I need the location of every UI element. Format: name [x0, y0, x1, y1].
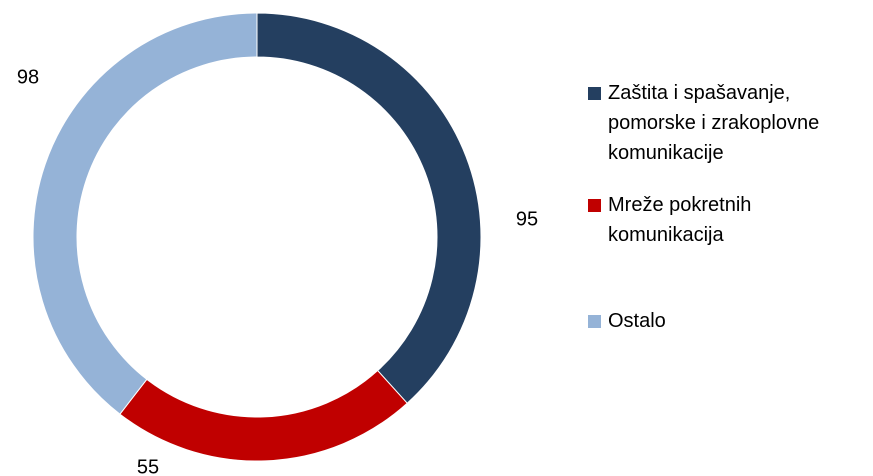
- donut-segment: [256, 12, 482, 404]
- legend-swatch: [588, 199, 601, 212]
- data-label: 95: [516, 208, 538, 230]
- legend-entry: Zaštita i spašavanje, pomorske i zrakopl…: [588, 78, 868, 168]
- legend-label: Ostalo: [608, 310, 666, 332]
- legend-swatch: [588, 87, 601, 100]
- legend-entry: Mreže pokretnih komunikacija: [588, 190, 868, 250]
- donut-segment: [119, 369, 408, 462]
- legend-entry: Ostalo: [588, 306, 868, 336]
- legend-label: Mreže pokretnih komunikacija: [608, 194, 752, 246]
- data-label: 98: [17, 66, 39, 88]
- legend-swatch: [588, 315, 601, 328]
- legend-label: Zaštita i spašavanje, pomorske i zrakopl…: [608, 82, 820, 164]
- data-label: 55: [137, 456, 159, 476]
- donut-segment: [32, 12, 258, 415]
